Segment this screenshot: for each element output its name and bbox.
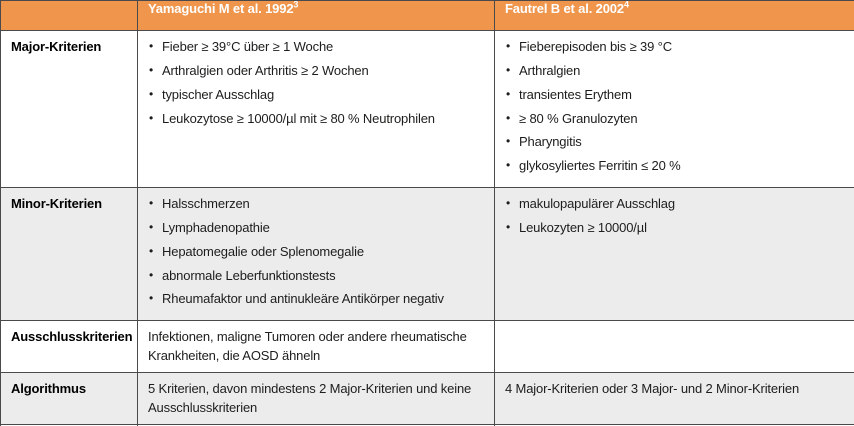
cell-text: 4 Major-Kriterien oder 3 Major- und 2 Mi… xyxy=(505,380,800,396)
bullet-item: Leukozytose ≥ 10000/µl mit ≥ 80 % Neutro… xyxy=(148,110,484,129)
table-row: Major-KriterienFieber ≥ 39°C über ≥ 1 Wo… xyxy=(0,29,854,189)
bullet-item: Pharyngitis xyxy=(505,133,844,152)
bullet-item: typischer Ausschlag xyxy=(148,86,484,105)
bullet-item: Hepatomegalie oder Splenomegalie xyxy=(148,243,484,262)
header-row: Yamaguchi M et al. 19923 Fautrel B et al… xyxy=(0,0,854,31)
header-fautrel: Fautrel B et al. 20024 xyxy=(494,0,854,31)
bullet-item: Fieberepisoden bis ≥ 39 °C xyxy=(505,38,844,57)
row-label: Major-Kriterien xyxy=(0,29,138,189)
bullet-item: ≥ 80 % Granulozyten xyxy=(505,110,844,129)
reference-superscript: 3 xyxy=(293,0,299,10)
cell-yamaguchi: Fieber ≥ 39°C über ≥ 1 Woche Arthralgien … xyxy=(137,29,495,189)
bullet-item: transientes Erythem xyxy=(505,86,844,105)
cell-yamaguchi: Infektionen, maligne Tumoren oder andere… xyxy=(137,320,495,373)
cell-fautrel xyxy=(494,320,854,373)
bullet-item: Lymphadenopathie xyxy=(148,219,484,238)
bullet-list: makulopapulärer Ausschlag Leukozyten ≥ 10… xyxy=(505,195,844,238)
bullet-item: Leukozyten ≥ 10000/µl xyxy=(505,219,844,238)
table-row: Minor-Kriterien Halsschmerzen Lymphadenopa… xyxy=(0,187,854,322)
bullet-item: abnormale Leberfunktionstests xyxy=(148,267,484,286)
table-body: Major-KriterienFieber ≥ 39°C über ≥ 1 Wo… xyxy=(0,29,854,426)
bullet-item: Halsschmerzen xyxy=(148,195,484,214)
cell-fautrel: Fieberepisoden bis ≥ 39 °C Arthralgien tra… xyxy=(494,29,854,189)
bullet-item: Arthralgien xyxy=(505,62,844,81)
bullet-item: glykosyliertes Ferritin ≤ 20 % xyxy=(505,157,844,176)
table-row: Ausschlusskriterien Infektionen, maligne … xyxy=(0,320,854,373)
cell-yamaguchi: Halsschmerzen Lymphadenopathie Hepatomegal… xyxy=(137,187,495,322)
header-yamaguchi: Yamaguchi M et al. 19923 xyxy=(137,0,495,31)
row-label: Algorithmus xyxy=(0,371,138,425)
header-empty-cell xyxy=(0,0,138,31)
cell-yamaguchi: 5 Kriterien, davon mindestens 2 Major-Kr… xyxy=(137,371,495,425)
row-label: Minor-Kriterien xyxy=(0,187,138,322)
bullet-list: Fieberepisoden bis ≥ 39 °C Arthralgien tra… xyxy=(505,38,844,176)
bullet-item: Arthralgien oder Arthritis ≥ 2 Wochen xyxy=(148,62,484,81)
header-yamaguchi-label: Yamaguchi M et al. 1992 xyxy=(148,1,294,16)
bullet-item: Fieber ≥ 39°C über ≥ 1 Woche xyxy=(148,38,484,57)
cell-text: Infektionen, maligne Tumoren oder andere… xyxy=(148,329,467,364)
table-header: Yamaguchi M et al. 19923 Fautrel B et al… xyxy=(0,0,854,31)
cell-fautrel: makulopapulärer Ausschlag Leukozyten ≥ 10… xyxy=(494,187,854,322)
header-fautrel-label: Fautrel B et al. 2002 xyxy=(505,1,624,16)
bullet-list: Halsschmerzen Lymphadenopathie Hepatomegal… xyxy=(148,195,484,309)
table-row: Sensitivität96,2 %80,6 % xyxy=(0,423,854,426)
row-label: Ausschlusskriterien xyxy=(0,320,138,373)
reference-superscript: 4 xyxy=(623,0,629,10)
bullet-list: Fieber ≥ 39°C über ≥ 1 Woche Arthralgien … xyxy=(148,38,484,128)
bullet-item: makulopapulärer Ausschlag xyxy=(505,195,844,214)
cell-text: 5 Kriterien, davon mindestens 2 Major-Kr… xyxy=(148,380,472,415)
cell-fautrel: 4 Major-Kriterien oder 3 Major- und 2 Mi… xyxy=(494,371,854,425)
table-row: Algorithmus 5 Kriterien, davon mindestens… xyxy=(0,371,854,425)
bullet-item: Rheumafaktor und antinukleäre Antikörper… xyxy=(148,290,484,309)
